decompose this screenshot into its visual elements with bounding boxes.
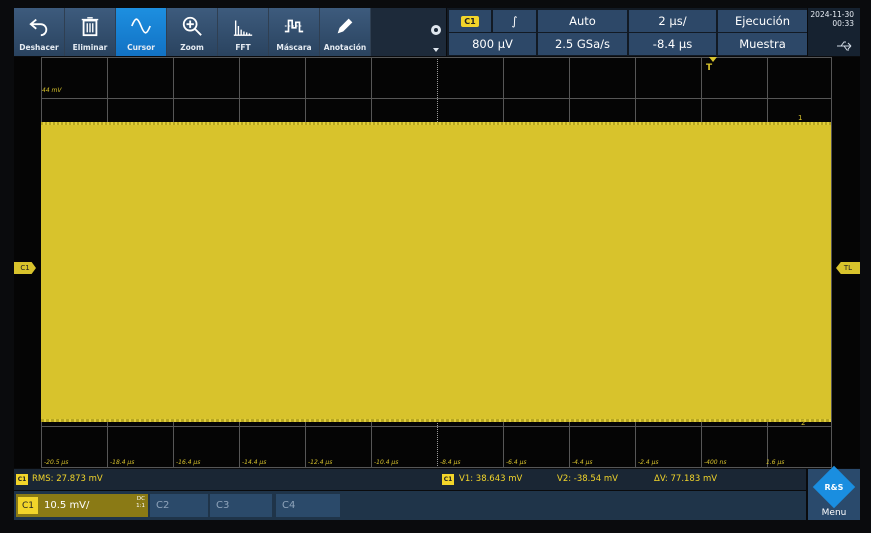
cursor1-marker[interactable]: 1: [798, 114, 803, 122]
timebase-cell[interactable]: 2 µs/: [629, 10, 716, 32]
channel-c3-button[interactable]: C3: [210, 494, 272, 517]
cursor-button[interactable]: Cursor: [116, 8, 167, 56]
annotation-label: Anotación: [323, 43, 367, 52]
trigger-mode: Auto: [569, 14, 596, 28]
fft-button[interactable]: FFT: [218, 8, 269, 56]
trigger-position-icon: [709, 57, 717, 62]
undo-label: Deshacer: [19, 43, 59, 52]
sample-rate-cell[interactable]: 2.5 GSa/s: [538, 33, 627, 55]
grid-line: [41, 426, 832, 427]
undo-button[interactable]: Deshacer: [14, 8, 65, 56]
annotation-button[interactable]: Anotación: [320, 8, 371, 56]
time-tick-label: -2.4 µs: [638, 459, 659, 466]
chevron-down-icon: [433, 48, 439, 52]
trigger-marker[interactable]: T: [706, 63, 713, 73]
vertical-top-label: 44 mV: [42, 87, 62, 94]
acquisition-mode-cell[interactable]: Muestra: [718, 33, 807, 55]
channel-c1-ratio: 1:1: [136, 503, 145, 509]
time-tick-label: -18.4 µs: [110, 459, 135, 466]
rs-logo-icon: R&S: [812, 465, 856, 509]
sample-rate: 2.5 GSa/s: [554, 37, 611, 51]
navigation-wheel-button[interactable]: [426, 8, 446, 56]
trigger-level-marker[interactable]: TL: [836, 262, 860, 274]
time-tick-label: -4.4 µs: [572, 459, 593, 466]
grid-line: [41, 98, 832, 99]
trigger-mode-cell[interactable]: Auto: [538, 10, 627, 32]
menu-button[interactable]: R&S Menu: [808, 465, 860, 520]
acquisition-info-panel: C1 ∫ Auto 2 µs/ Ejecución 800 µV 2.5 GSa…: [447, 8, 807, 56]
acquisition-mode: Muestra: [739, 37, 786, 51]
trigger-level-cell[interactable]: 800 µV: [449, 33, 536, 55]
cursor-delta-readout[interactable]: ΔV: 77.183 mV: [654, 474, 718, 484]
channel-c1-scale: 10.5 mV/: [44, 500, 90, 511]
waveform-display[interactable]: 44 mV 1 2 T C1 TL -20.5 µs -18.4 µs -16.…: [14, 57, 860, 468]
time: 00:33: [832, 19, 854, 28]
channel-c3-label: C3: [216, 500, 230, 511]
cursor-label: Cursor: [127, 43, 155, 52]
fft-label: FFT: [235, 43, 251, 52]
channel-c1-coupling-info: DC 1:1: [136, 496, 145, 510]
channel-c1-coupling: DC: [136, 496, 145, 502]
time-tick-label: -400 ns: [704, 459, 727, 466]
zoom-button[interactable]: Zoom: [167, 8, 218, 56]
zoom-label: Zoom: [180, 43, 204, 52]
waveform-trace: [41, 122, 831, 422]
channel-bar: C1 10.5 mV/ DC 1:1 C2 C3 C4: [14, 491, 806, 520]
mask-icon: [284, 19, 304, 32]
horizontal-position-cell[interactable]: -8.4 µs: [629, 33, 716, 55]
pen-icon: [337, 18, 353, 33]
time-tick-label: -20.5 µs: [44, 459, 69, 466]
cursor-v1-readout[interactable]: V1: 38.643 mV: [459, 474, 523, 484]
wheel-icon: [431, 25, 441, 35]
channel-c4-button[interactable]: C4: [276, 494, 340, 517]
delete-label: Eliminar: [72, 43, 108, 52]
measurement-bar: C1 RMS: 27.873 mV C1 V1: 38.643 mV V2: -…: [14, 469, 806, 490]
fft-icon: [233, 20, 253, 36]
toolbar: Deshacer Eliminar Cursor Zoom FFT Máscar…: [14, 8, 426, 56]
mask-button[interactable]: Máscara: [269, 8, 320, 56]
run-state-cell[interactable]: Ejecución: [718, 10, 807, 32]
undo-icon: [29, 18, 48, 36]
channel-c1-tag: C1: [18, 497, 38, 514]
cursor-v2-readout[interactable]: V2: -38.54 mV: [557, 474, 618, 484]
date-clock: 2024-11-30 00:33: [808, 8, 860, 56]
time-tick-label: -8.4 µs: [440, 459, 461, 466]
usb-icon: [837, 41, 852, 51]
grid-line: [41, 467, 832, 468]
trash-icon: [81, 16, 99, 36]
mask-label: Máscara: [276, 43, 312, 52]
horizontal-position: -8.4 µs: [652, 37, 693, 51]
time-tick-label: 1.6 µs: [766, 459, 785, 466]
cursor-wave-icon: [131, 17, 151, 34]
time-tick-label: -12.4 µs: [308, 459, 333, 466]
channel-c2-button[interactable]: C2: [150, 494, 208, 517]
time-tick-label: -14.4 µs: [242, 459, 267, 466]
channel-c2-label: C2: [156, 500, 170, 511]
rs-logo-text: R&S: [824, 482, 844, 492]
menu-label: Menu: [821, 508, 847, 518]
channel-c4-label: C4: [282, 500, 296, 511]
trigger-edge-icon: ∫: [511, 14, 518, 28]
rms-measurement[interactable]: RMS: 27.873 mV: [32, 474, 103, 484]
date: 2024-11-30: [810, 10, 854, 19]
channel-offset-marker[interactable]: C1: [14, 262, 36, 274]
trigger-level: 800 µV: [472, 37, 513, 51]
channel-c1-button[interactable]: C1 10.5 mV/ DC 1:1: [16, 494, 148, 517]
measurement-source-badge: C1: [16, 474, 28, 485]
cursor2-marker[interactable]: 2: [801, 419, 806, 427]
delete-button[interactable]: Eliminar: [65, 8, 116, 56]
grid-line: [41, 57, 832, 58]
time-tick-label: -16.4 µs: [176, 459, 201, 466]
trigger-source-badge: C1: [461, 15, 479, 27]
run-state: Ejecución: [735, 14, 790, 28]
trigger-source-cell[interactable]: C1: [449, 10, 491, 32]
time-tick-label: -10.4 µs: [374, 459, 399, 466]
zoom-icon: [182, 16, 202, 36]
cursor-source-badge: C1: [442, 474, 454, 485]
time-per-div: 2 µs/: [658, 14, 687, 28]
trigger-edge-cell[interactable]: ∫: [493, 10, 536, 32]
time-tick-label: -6.4 µs: [506, 459, 527, 466]
